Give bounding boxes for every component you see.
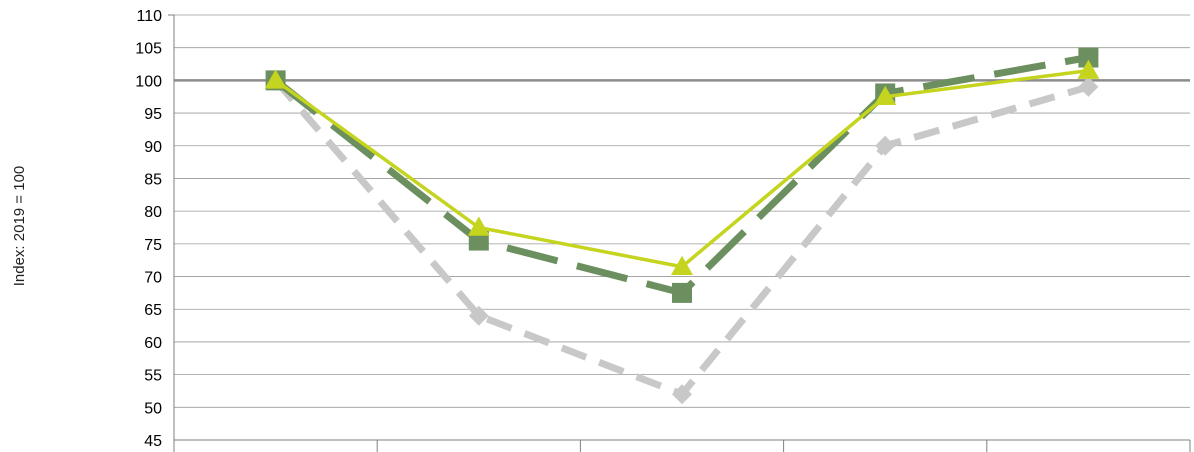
y-tick-label: 110 — [136, 8, 162, 25]
series-1 — [265, 70, 1099, 405]
series-3 — [264, 59, 1100, 275]
y-tick-label: 85 — [144, 171, 162, 188]
y-tick-label: 65 — [144, 302, 162, 319]
series-line — [272, 78, 1090, 398]
gridlines — [174, 14, 1190, 408]
data-point-triangle — [1077, 59, 1100, 79]
y-tick-labels: 45 50 55 60 65 70 75 80 85 90 95 100 105 110 — [135, 8, 162, 450]
y-tick-label: 55 — [144, 368, 162, 385]
y-tick-label: 45 — [144, 433, 162, 450]
y-tick-label: 105 — [135, 41, 162, 58]
y-tick-label: 90 — [144, 139, 162, 156]
series-group — [264, 47, 1100, 405]
data-point-square — [672, 282, 692, 303]
y-tick-label: 60 — [144, 335, 162, 352]
data-point-triangle — [671, 255, 693, 275]
data-point-diamond — [672, 384, 692, 405]
data-point-diamond — [468, 305, 489, 326]
data-point-diamond — [875, 135, 896, 156]
y-tick-label: 70 — [144, 270, 162, 287]
y-tick-label: 75 — [144, 237, 162, 254]
series-line — [274, 68, 1089, 269]
y-tick-label: 80 — [144, 204, 162, 221]
data-point-triangle — [874, 85, 897, 105]
axes — [168, 14, 1191, 452]
data-point-diamond — [1078, 76, 1099, 97]
data-point-triangle — [264, 69, 287, 89]
y-tick-label: 95 — [144, 106, 162, 123]
y-tick-label: 50 — [144, 400, 162, 417]
y-tick-label: 100 — [135, 73, 162, 90]
y-axis-label: Index: 2019 = 100 — [11, 166, 28, 287]
data-point-square — [1078, 47, 1099, 68]
data-point-triangle — [467, 216, 490, 236]
